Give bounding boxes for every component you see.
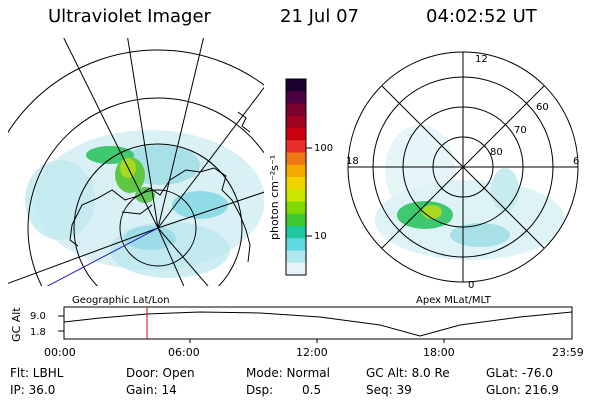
- filter-label: Flt: LBHL: [10, 366, 64, 380]
- colorbar-tick-10: 10: [314, 231, 327, 242]
- colorbar-swatch: [286, 91, 306, 104]
- dsp-label: Dsp:: [246, 383, 274, 397]
- gain-label: Gain: 14: [126, 383, 177, 397]
- y-tick-1-8: 1.8: [30, 327, 46, 338]
- glat-label: GLat: -76.0: [486, 366, 553, 380]
- colorbar-swatch: [286, 177, 306, 190]
- x-tick-1200: 12:00: [296, 346, 328, 359]
- mlat-label-70: 70: [514, 125, 527, 136]
- colorbar-swatch: [286, 201, 306, 215]
- colorbar-swatch: [286, 164, 306, 178]
- colorbar-swatch: [286, 213, 306, 227]
- app-title: Ultraviolet Imager: [48, 6, 211, 27]
- colorbar-unit-label: photon cm⁻²s⁻¹: [268, 155, 281, 240]
- timeline-frame: [63, 306, 573, 340]
- x-tick-0000: 00:00: [44, 346, 76, 359]
- x-tick-2359: 23:59: [552, 346, 584, 359]
- coastline: [69, 111, 251, 263]
- time-label: 04:02:52 UT: [426, 6, 537, 27]
- left-map-label: Geographic Lat/Lon: [72, 295, 170, 306]
- colorbar-tick-100: 100: [314, 143, 333, 154]
- terminator-line: [46, 227, 159, 286]
- colorbar-swatch: [286, 128, 306, 141]
- seq-label: Seq: 39: [366, 383, 412, 397]
- door-label: Door: Open: [126, 366, 195, 380]
- x-tick-1800: 18:00: [423, 346, 455, 359]
- mode-label: Mode: Normal: [246, 366, 330, 380]
- colorbar-swatch: [286, 189, 306, 202]
- mlat-label-80: 80: [490, 147, 503, 158]
- x-tick-0600: 06:00: [168, 346, 200, 359]
- colorbar-swatch: [286, 226, 306, 239]
- geo-grid: [8, 38, 264, 286]
- colorbar-swatch: [286, 79, 306, 92]
- glon-label: GLon: 216.9: [486, 383, 559, 397]
- y-tick-9: 9.0: [30, 311, 46, 322]
- mlt-label-12: 12: [475, 54, 488, 65]
- mlt-label-6: 6: [573, 156, 579, 167]
- mlat-label-60: 60: [536, 102, 549, 113]
- dsp-value: 0.5: [302, 383, 322, 397]
- date-label: 21 Jul 07: [280, 6, 359, 27]
- gc-alt-label: GC Alt: 8.0 Re: [366, 366, 450, 380]
- colorbar-swatch: [286, 250, 306, 264]
- colorbar-swatch: [286, 238, 306, 251]
- mlt-label-18: 18: [346, 156, 359, 167]
- colorbar-swatch: [286, 140, 306, 153]
- aurora-emission-left: [25, 130, 264, 278]
- colorbar-swatch: [286, 115, 306, 129]
- ip-label: IP: 36.0: [10, 383, 56, 397]
- colorbar-swatch: [286, 103, 306, 117]
- mlt-label-0: 0: [468, 280, 474, 291]
- colorbar-swatch: [286, 152, 306, 166]
- altitude-curve: [63, 311, 573, 337]
- right-map-label: Apex MLat/MLT: [416, 295, 492, 306]
- colorbar-swatch: [286, 262, 306, 276]
- timeline-axis-title: GC Alt: [10, 307, 23, 342]
